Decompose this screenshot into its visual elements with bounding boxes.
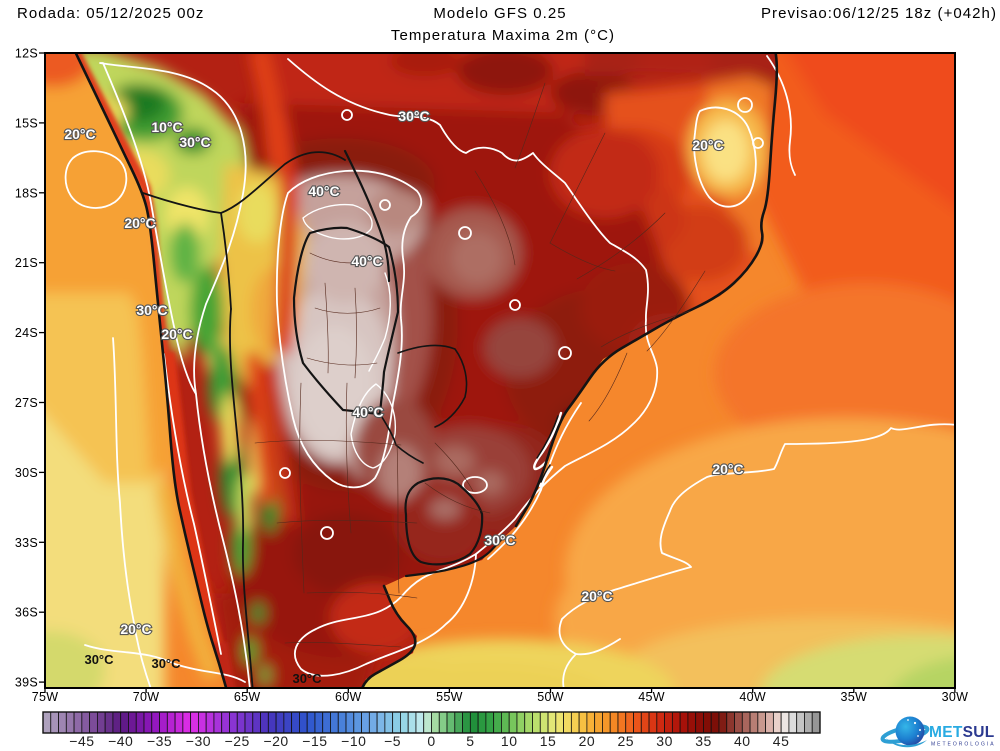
svg-text:−45: −45 — [69, 733, 94, 749]
svg-text:30°C: 30°C — [84, 652, 114, 667]
svg-text:20: 20 — [579, 733, 596, 749]
svg-text:50W: 50W — [537, 690, 564, 704]
svg-text:Previsao:06/12/25 18z (+042h): Previsao:06/12/25 18z (+042h) — [761, 5, 997, 22]
svg-text:39S: 39S — [15, 676, 38, 690]
svg-text:−5: −5 — [384, 733, 401, 749]
svg-text:60W: 60W — [335, 690, 362, 704]
svg-text:20°C: 20°C — [161, 326, 192, 342]
svg-text:30°C: 30°C — [292, 671, 322, 686]
svg-text:−15: −15 — [302, 733, 327, 749]
svg-text:METEOROLOGIA: METEOROLOGIA — [931, 742, 996, 748]
svg-text:10°C: 10°C — [151, 119, 182, 135]
svg-text:−40: −40 — [108, 733, 133, 749]
svg-text:Rodada: 05/12/2025 00z: Rodada: 05/12/2025 00z — [17, 5, 204, 22]
svg-text:45: 45 — [773, 733, 790, 749]
svg-text:40W: 40W — [739, 690, 766, 704]
svg-text:Modelo GFS 0.25: Modelo GFS 0.25 — [433, 5, 566, 22]
svg-text:5: 5 — [466, 733, 474, 749]
svg-text:30W: 30W — [942, 690, 969, 704]
svg-text:30°C: 30°C — [398, 108, 429, 124]
svg-text:40: 40 — [734, 733, 751, 749]
svg-text:Temperatura Maxima 2m (°C): Temperatura Maxima 2m (°C) — [391, 27, 615, 44]
svg-text:30°C: 30°C — [484, 532, 515, 548]
svg-text:30°C: 30°C — [151, 656, 181, 671]
svg-text:15S: 15S — [15, 116, 38, 130]
svg-text:30°C: 30°C — [136, 302, 167, 318]
svg-text:30S: 30S — [15, 466, 38, 480]
svg-text:−25: −25 — [225, 733, 250, 749]
svg-text:−35: −35 — [147, 733, 172, 749]
svg-text:45W: 45W — [638, 690, 665, 704]
svg-text:18S: 18S — [15, 186, 38, 200]
svg-text:15: 15 — [540, 733, 557, 749]
svg-text:55W: 55W — [436, 690, 463, 704]
svg-text:30°C: 30°C — [179, 134, 210, 150]
svg-text:40°C: 40°C — [308, 183, 339, 199]
svg-text:24S: 24S — [15, 326, 38, 340]
svg-text:12S: 12S — [15, 47, 38, 61]
svg-text:40°C: 40°C — [351, 253, 382, 269]
svg-text:30: 30 — [656, 733, 673, 749]
svg-text:METSUL: METSUL — [929, 724, 995, 741]
svg-text:36S: 36S — [15, 606, 38, 620]
svg-text:35W: 35W — [840, 690, 867, 704]
svg-text:0: 0 — [427, 733, 435, 749]
svg-text:65W: 65W — [234, 690, 261, 704]
svg-text:−30: −30 — [186, 733, 211, 749]
svg-text:27S: 27S — [15, 396, 38, 410]
svg-text:20°C: 20°C — [120, 621, 151, 637]
svg-text:33S: 33S — [15, 536, 38, 550]
svg-text:20°C: 20°C — [692, 137, 723, 153]
svg-text:35: 35 — [695, 733, 712, 749]
svg-text:75W: 75W — [32, 690, 59, 704]
svg-text:70W: 70W — [133, 690, 160, 704]
svg-text:40°C: 40°C — [352, 404, 383, 420]
svg-text:20°C: 20°C — [64, 126, 95, 142]
svg-text:20°C: 20°C — [712, 461, 743, 477]
svg-text:−10: −10 — [341, 733, 366, 749]
svg-text:20°C: 20°C — [581, 588, 612, 604]
svg-text:21S: 21S — [15, 256, 38, 270]
svg-text:20°C: 20°C — [124, 215, 155, 231]
svg-text:−20: −20 — [263, 733, 288, 749]
svg-text:10: 10 — [501, 733, 518, 749]
svg-text:25: 25 — [618, 733, 635, 749]
